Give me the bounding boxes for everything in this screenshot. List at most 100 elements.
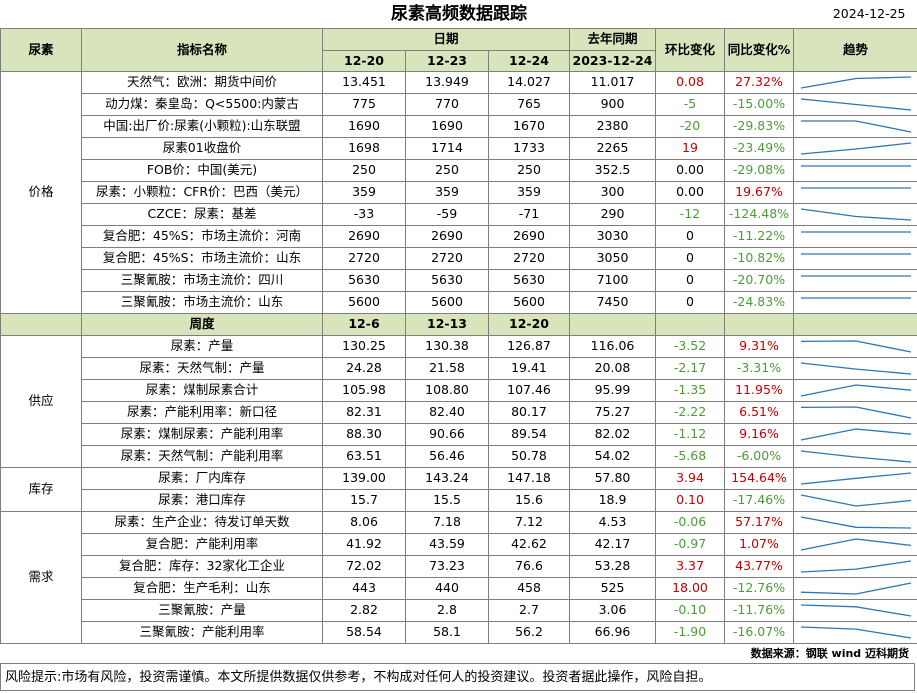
value-2: 56.46 xyxy=(405,445,489,468)
indicator-name: 尿素：小颗粒：CFR价：巴西（美元） xyxy=(81,181,323,204)
trend-sparkline xyxy=(800,142,912,155)
last-year-value: 3050 xyxy=(569,247,656,270)
value-3: 250 xyxy=(488,159,570,182)
indicator-name: 尿素01收盘价 xyxy=(81,137,323,160)
trend-sparkline xyxy=(801,275,911,277)
mom-change: 3.94 xyxy=(655,467,725,490)
value-2: 5600 xyxy=(405,291,489,314)
trend-cell xyxy=(792,93,917,116)
indicator-name: 复合肥：生产毛利：山东 xyxy=(81,577,323,600)
trend-cell xyxy=(792,555,917,578)
trend-cell xyxy=(792,511,917,534)
trend-sparkline xyxy=(801,297,911,299)
trend-line xyxy=(800,626,912,639)
trend-cell xyxy=(792,115,917,138)
indicator-name: 复合肥：库存：32家化工企业 xyxy=(81,555,323,578)
value-2: -59 xyxy=(405,203,489,226)
last-year-value: 2265 xyxy=(569,137,656,160)
mom-change: -0.97 xyxy=(655,533,725,556)
report-date: 2024-12-25 xyxy=(832,6,906,21)
value-3: 147.18 xyxy=(488,467,570,490)
yoy-change: -10.82% xyxy=(724,247,794,270)
trend-line xyxy=(800,472,912,485)
trend-line xyxy=(800,450,912,463)
value-1: 2720 xyxy=(322,247,406,270)
table-row: 价格 天然气：欧洲：期货中间价 13.451 13.949 14.027 11.017 0.… xyxy=(0,71,917,314)
table-row: 尿素：天然气制：产量 24.28 21.58 19.41 20.08 -2.17 -3.31… xyxy=(1,357,917,380)
value-3: 458 xyxy=(488,577,570,600)
trend-cell xyxy=(792,269,917,292)
trend-sparkline xyxy=(800,472,912,485)
indicator-name: 尿素：煤制尿素：产能利用率 xyxy=(81,423,323,446)
indicator-name: 尿素：产能利用率：新口径 xyxy=(81,401,323,424)
header-category: 尿素 xyxy=(0,28,82,72)
weekly-header-blank xyxy=(724,313,794,336)
table-row: 供应 尿素：产量 130.25 130.38 126.87 116.06 -3.52 9.31… xyxy=(0,335,917,468)
mom-change: -1.12 xyxy=(655,423,725,446)
value-1: 88.30 xyxy=(322,423,406,446)
yoy-change: -23.49% xyxy=(724,137,794,160)
yoy-change: 27.32% xyxy=(724,71,794,94)
indicator-name: 尿素：生产企业：待发订单天数 xyxy=(81,511,323,534)
trend-line xyxy=(800,560,912,573)
trend-sparkline xyxy=(800,560,912,573)
mom-change: 0 xyxy=(655,247,725,270)
trend-cell xyxy=(792,247,917,270)
mom-change: 0.08 xyxy=(655,71,725,94)
last-year-value: 7450 xyxy=(569,291,656,314)
last-year-value: 900 xyxy=(569,93,656,116)
trend-line xyxy=(800,428,912,441)
trend-cell xyxy=(792,203,917,226)
trend-line xyxy=(800,340,912,353)
value-3: 50.78 xyxy=(488,445,570,468)
header-date-1: 12-20 xyxy=(322,50,406,72)
last-year-value: 75.27 xyxy=(569,401,656,424)
last-year-value: 352.5 xyxy=(569,159,656,182)
indicator-name: 复合肥：45%S：市场主流价：河南 xyxy=(81,225,323,248)
header-last-year: 去年同期 xyxy=(569,28,656,51)
last-year-value: 525 xyxy=(569,577,656,600)
value-2: 770 xyxy=(405,93,489,116)
trend-line xyxy=(800,406,912,419)
trend-cell xyxy=(792,181,917,204)
value-2: 1690 xyxy=(405,115,489,138)
weekly-header-blank xyxy=(655,313,725,336)
value-2: 359 xyxy=(405,181,489,204)
trend-cell xyxy=(792,401,917,424)
mom-change: -12 xyxy=(655,203,725,226)
value-1: 63.51 xyxy=(322,445,406,468)
value-3: 2720 xyxy=(488,247,570,270)
indicator-name: 复合肥：45%S：市场主流价：山东 xyxy=(81,247,323,270)
table-row: 尿素：小颗粒：CFR价：巴西（美元） 359 359 359 300 0.00 19.67% xyxy=(1,181,917,204)
indicator-name: 动力煤：秦皇岛：Q<5500:内蒙古 xyxy=(81,93,323,116)
yoy-change: -29.08% xyxy=(724,159,794,182)
value-2: 5630 xyxy=(405,269,489,292)
table-row: 复合肥：45%S：市场主流价：河南 2690 2690 2690 3030 0 -11.22… xyxy=(1,225,917,248)
value-3: 89.54 xyxy=(488,423,570,446)
trend-line xyxy=(800,384,912,397)
trend-sparkline xyxy=(801,165,911,167)
trend-cell xyxy=(792,489,917,512)
yoy-change: 11.95% xyxy=(724,379,794,402)
trend-cell xyxy=(792,599,917,622)
trend-cell xyxy=(792,291,917,314)
trend-cell xyxy=(792,357,917,380)
table-row: 尿素：港口库存 15.7 15.5 15.6 18.9 0.10 -17.46% xyxy=(1,489,917,512)
value-3: 76.6 xyxy=(488,555,570,578)
category-label: 价格 xyxy=(0,71,82,314)
last-year-value: 20.08 xyxy=(569,357,656,380)
table-row: 复合肥：库存：32家化工企业 72.02 73.23 76.6 53.28 3.37 43.… xyxy=(1,555,917,578)
trend-cell xyxy=(792,71,917,94)
value-2: 82.40 xyxy=(405,401,489,424)
mom-change: -0.06 xyxy=(655,511,725,534)
indicator-name: CZCE：尿素：基差 xyxy=(81,203,323,226)
trend-line xyxy=(800,208,912,221)
trend-line xyxy=(800,142,912,155)
trend-cell xyxy=(792,533,917,556)
table-row: 三聚氰胺：市场主流价：四川 5630 5630 5630 7100 0 -20.70% xyxy=(1,269,917,292)
trend-sparkline xyxy=(801,253,911,255)
mom-change: -0.10 xyxy=(655,599,725,622)
mom-change: -3.52 xyxy=(655,335,725,358)
value-3: 359 xyxy=(488,181,570,204)
